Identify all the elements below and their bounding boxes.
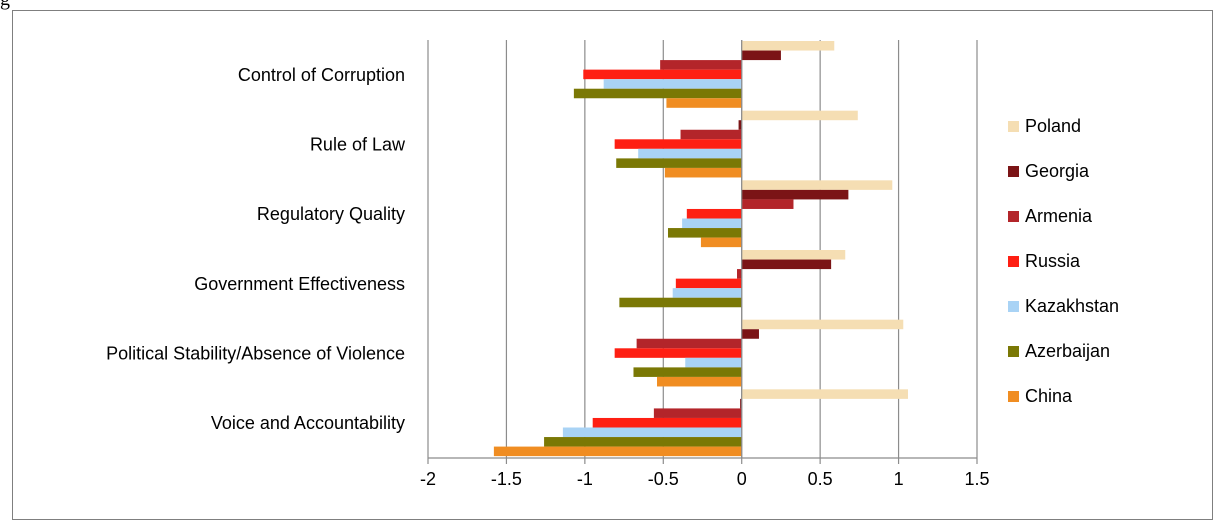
bar: [742, 41, 835, 51]
bar: [742, 51, 781, 61]
bar: [742, 389, 908, 399]
category-label: Control of Corruption: [238, 65, 405, 85]
bar: [574, 89, 742, 99]
bar: [742, 199, 794, 209]
bar: [544, 437, 742, 447]
bar: [660, 60, 742, 70]
bar: [673, 288, 742, 298]
bar: [687, 209, 742, 219]
category-label: Voice and Accountability: [211, 413, 405, 433]
legend-label: Poland: [1025, 116, 1081, 136]
category-labels: Control of Corruption Rule of Law Regulato…: [106, 65, 406, 433]
bar: [593, 418, 742, 428]
bar: [668, 228, 742, 238]
bar: [742, 111, 858, 121]
bar: [737, 269, 742, 279]
x-tick-label: 1.5: [964, 469, 989, 489]
bar: [742, 180, 893, 190]
bar: [619, 298, 741, 308]
legend-label: Azerbaijan: [1025, 341, 1110, 361]
bar: [583, 70, 741, 80]
x-tick-label: -0.5: [648, 469, 679, 489]
bar: [742, 329, 759, 339]
bar: [615, 139, 742, 149]
bar: [742, 260, 831, 270]
legend-swatch: [1008, 121, 1019, 132]
bar: [633, 367, 741, 377]
bar: [494, 447, 742, 457]
bar: [666, 98, 741, 108]
bar: [637, 339, 742, 349]
category-label: Rule of Law: [310, 135, 406, 155]
x-tick-label: 0.5: [808, 469, 833, 489]
x-tick-label: -2: [420, 469, 436, 489]
bar: [681, 130, 742, 140]
category-label: Government Effectiveness: [194, 274, 405, 294]
bars: [494, 41, 908, 456]
bar: [676, 279, 742, 289]
bar: [742, 250, 846, 260]
bar: [682, 219, 742, 229]
x-tick-label: -1: [577, 469, 593, 489]
bar: [701, 238, 742, 248]
legend-swatch: [1008, 301, 1019, 312]
x-tick-label: 1: [894, 469, 904, 489]
legend: Poland Georgia Armenia Russia Kazakhstan Azer…: [1008, 116, 1119, 406]
legend-label: China: [1025, 386, 1073, 406]
legend-swatch: [1008, 391, 1019, 402]
bar: [604, 79, 742, 89]
legend-label: Russia: [1025, 251, 1081, 271]
legend-swatch: [1008, 211, 1019, 222]
legend-swatch: [1008, 346, 1019, 357]
category-label: Regulatory Quality: [257, 204, 405, 224]
bar: [563, 428, 742, 438]
bar: [638, 149, 742, 159]
bar: [616, 158, 741, 168]
x-tick-label: -1.5: [491, 469, 522, 489]
legend-label: Armenia: [1025, 206, 1093, 226]
x-tick-label: 0: [737, 469, 747, 489]
bar: [657, 377, 742, 387]
legend-swatch: [1008, 256, 1019, 267]
category-label: Political Stability/Absence of Violence: [106, 344, 405, 364]
bar: [615, 348, 742, 358]
bar: [654, 408, 742, 418]
bar: [742, 190, 849, 200]
legend-swatch: [1008, 166, 1019, 177]
legend-label: Kazakhstan: [1025, 296, 1119, 316]
legend-label: Georgia: [1025, 161, 1090, 181]
bar: [742, 320, 904, 330]
bar: [685, 358, 741, 368]
bar: [665, 168, 742, 178]
